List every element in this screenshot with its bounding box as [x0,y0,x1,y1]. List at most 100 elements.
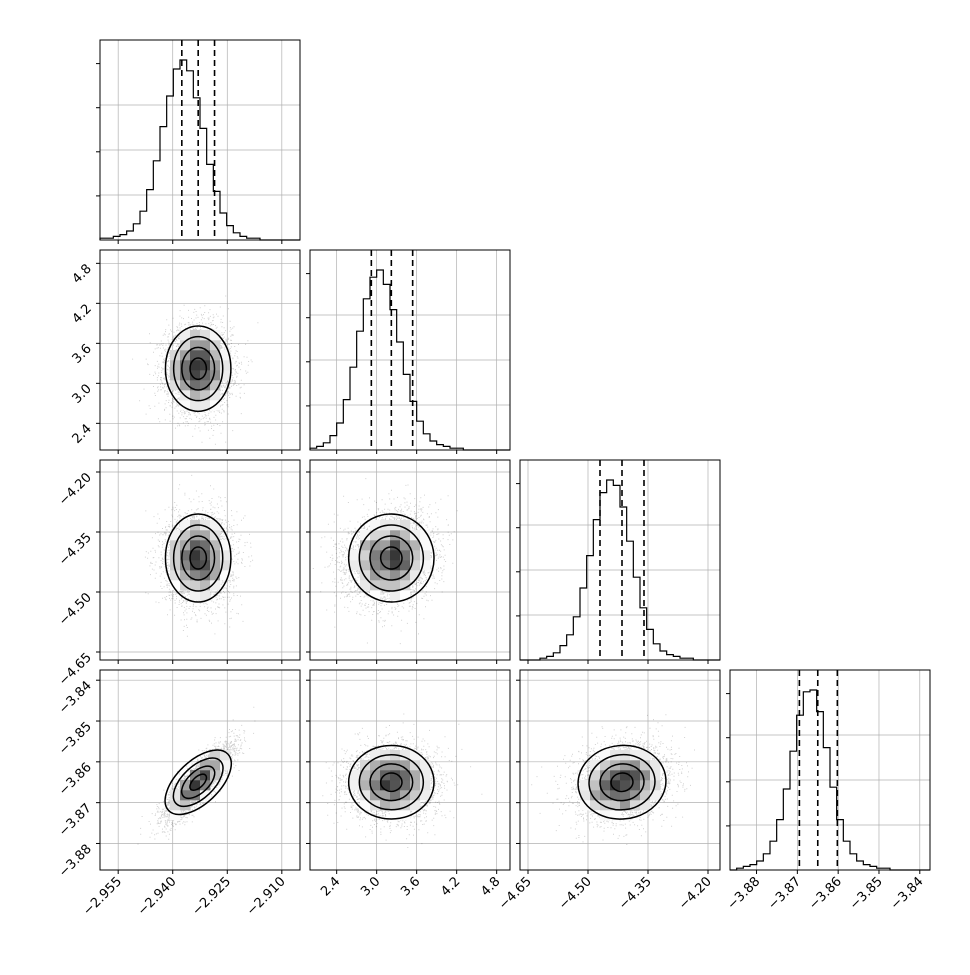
density-cell [180,550,191,561]
density-cell [210,520,221,531]
density-cell [630,770,641,781]
y-tick-label: −4.20 [56,470,95,509]
axes-frame [729,669,931,871]
density-cell [370,560,381,571]
density-cell [370,540,381,551]
density-cell [170,560,181,571]
density-cell [350,560,361,571]
density-cell [170,580,181,591]
y-tick-label: −3.88 [56,842,95,881]
contour-level-4 [347,744,435,820]
contour-level-1 [379,772,403,793]
density-cell [380,550,391,561]
density-cell [180,370,191,381]
density-cell [170,530,181,541]
density-cell [180,780,191,791]
density-cell [410,750,421,761]
density-cell [360,760,371,771]
density-cell [220,750,231,761]
scatter-panel-1-0 [99,249,301,451]
density-cell [210,330,221,341]
y-tick-label: 4.2 [70,302,95,327]
density-cell [370,770,381,781]
density-cell [180,570,191,581]
x-tick-label: −3.87 [765,874,804,913]
axes-frame [99,459,301,661]
density-cell [380,790,391,801]
scatter-panel-3-2 [519,669,721,871]
density-cell [630,750,641,761]
axes-frame [99,39,301,241]
y-tick-label: −4.35 [56,530,95,569]
density-cell [590,790,601,801]
density-cell [360,800,371,811]
contour-level-1 [189,546,208,570]
density-cell [400,800,411,811]
density-cell [220,560,231,571]
histogram-step-line [730,689,930,871]
density-cell [370,530,381,541]
scatter-panel-3-0 [99,669,301,871]
density-cell [620,760,631,771]
density-cell [610,810,621,821]
density-cell [590,760,601,771]
contour-level-3 [588,753,656,811]
density-cell [600,750,611,761]
density-cell [370,750,381,761]
x-tick-label: −4.35 [616,874,655,913]
contour-level-1 [610,772,634,793]
density-cell [410,560,421,571]
density-cell [180,340,191,351]
density-cell [390,780,401,791]
density-cell [380,530,391,541]
density-cell [200,530,211,541]
density-cell [410,780,421,791]
density-cell [190,790,201,801]
density-cell [200,350,211,361]
density-cell [190,580,201,591]
density-cell [380,800,391,811]
density-cell [210,570,221,581]
x-tick-label: −4.20 [676,874,715,913]
density-cell [380,540,391,551]
density-cell [170,570,181,581]
density-cell [590,800,601,811]
density-cell [190,380,201,391]
density-cell [400,760,411,771]
density-cell [370,580,381,591]
density-cell [190,360,201,371]
density-cell [200,550,211,561]
density-cell [180,360,191,371]
density-cell [400,580,411,591]
density-cell [370,800,381,811]
contour-level-2 [181,346,216,391]
density-cell [600,810,611,821]
density-cell [390,790,401,801]
density-cell [600,800,611,811]
axes-frame [309,249,511,451]
contour-level-4 [164,749,232,816]
density-cell [620,800,631,811]
y-tick-label: 3.6 [70,342,95,367]
density-cell [600,760,611,771]
density-cell [420,560,431,571]
density-cell [420,780,431,791]
histogram-panel-1 [306,249,511,451]
contour-level-3 [172,524,224,592]
x-tick-label: 2.4 [318,874,343,899]
density-cell [640,750,651,761]
density-cell [220,540,231,551]
density-cell [620,770,631,781]
density-cell [400,790,411,801]
axes-frame [519,669,721,871]
density-cell [410,760,421,771]
density-cell [170,380,181,391]
density-cell [360,790,371,801]
density-cell [220,370,231,381]
density-cell [350,780,361,791]
density-cell [180,800,191,811]
density-cell [170,370,181,381]
histogram-step-line [99,59,300,241]
density-cell [580,780,591,791]
